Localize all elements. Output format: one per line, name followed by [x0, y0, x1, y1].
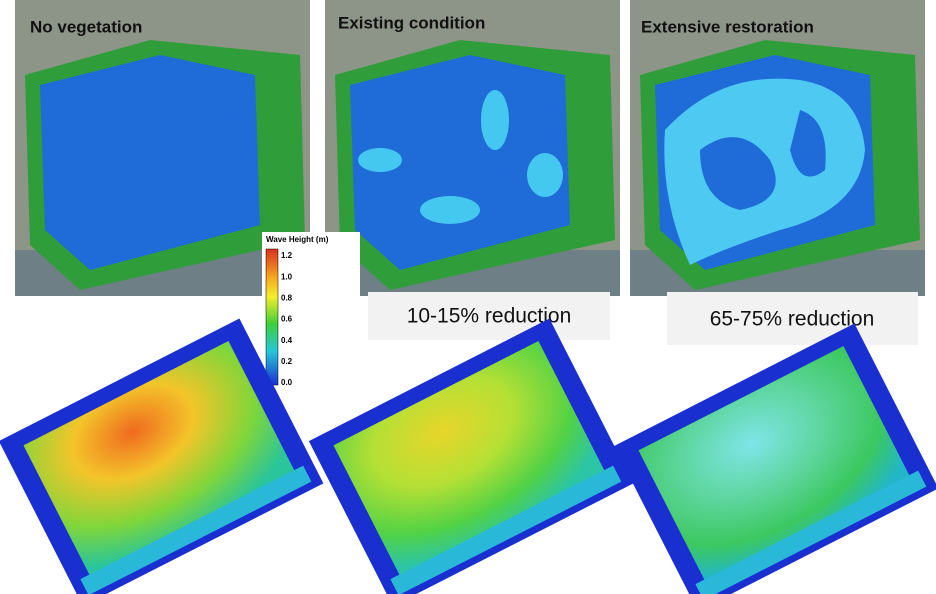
colorbar-tick-label: 1.0 [281, 272, 293, 281]
aerial-map [325, 0, 620, 296]
aerial-map [630, 0, 925, 296]
wave-map [614, 324, 936, 594]
colorbar-tick-label: 0.6 [281, 315, 293, 324]
colorbar-title: Wave Height (m) [266, 235, 329, 244]
panel-title: Extensive restoration [641, 17, 814, 36]
colorbar-tick-label: 1.2 [281, 251, 293, 260]
figure: No vegetation Existing condition Extensi… [0, 0, 936, 594]
colorbar-tick-label: 0.4 [281, 336, 293, 345]
colorbar-tick-label: 0.0 [281, 378, 293, 387]
colorbar [266, 249, 278, 385]
panel-title: Existing condition [338, 13, 485, 32]
colorbar-tick-label: 0.8 [281, 293, 293, 302]
colorbar-tick-label: 0.2 [281, 357, 293, 366]
panel-title: No vegetation [30, 17, 142, 36]
figure-canvas: No vegetation Existing condition Extensi… [0, 0, 936, 594]
